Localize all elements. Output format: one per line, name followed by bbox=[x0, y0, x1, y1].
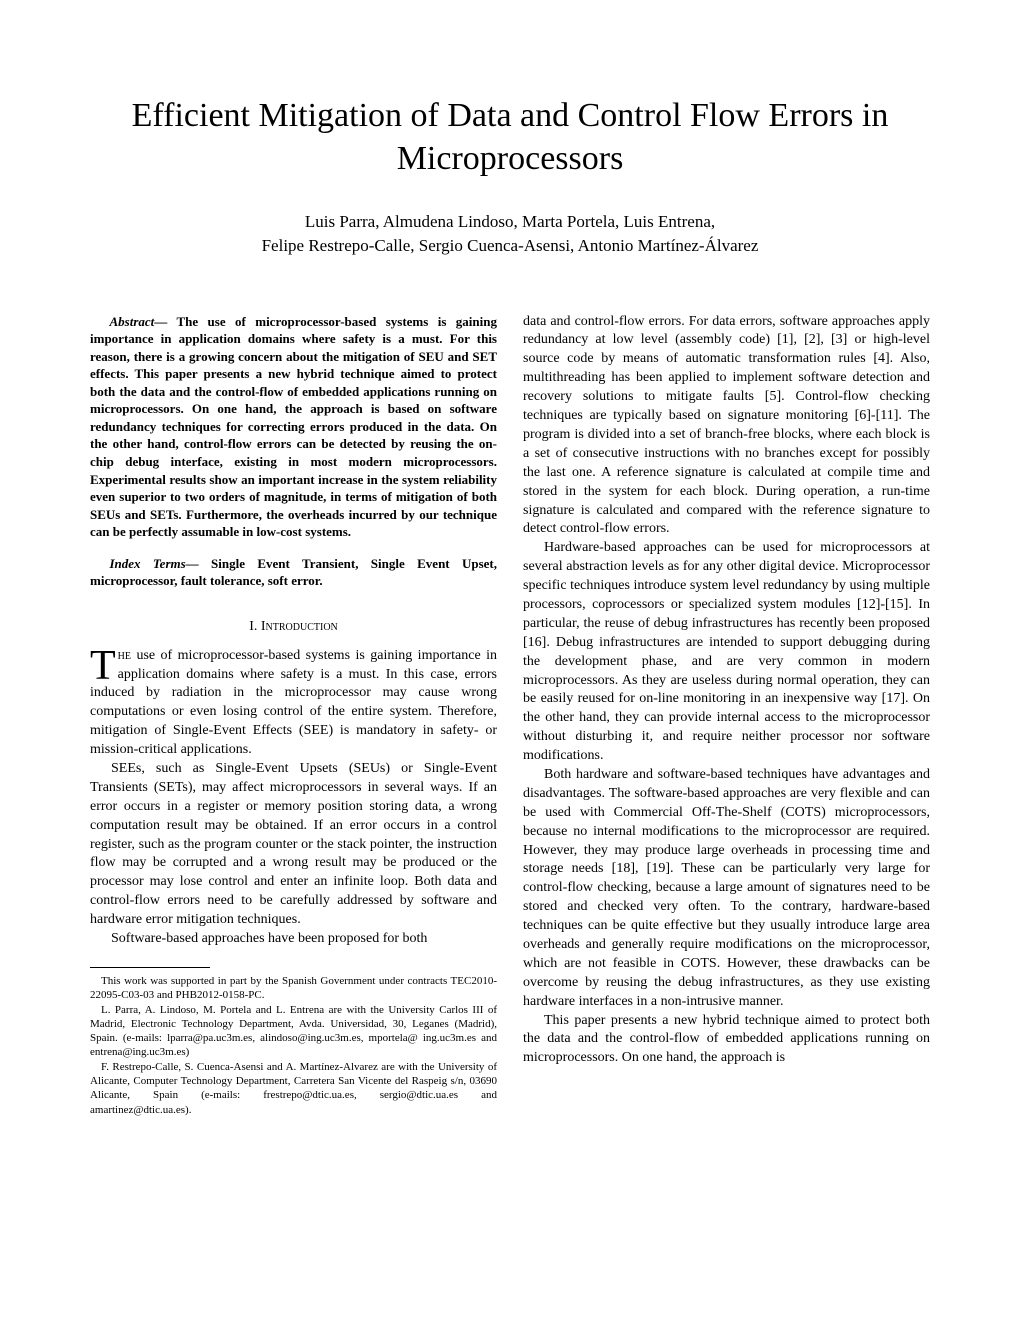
body-para-r2: Hardware-based approaches can be used fo… bbox=[523, 539, 930, 766]
paper-title: Efficient Mitigation of Data and Control… bbox=[90, 95, 930, 180]
abstract: Abstract— The use of microprocessor-base… bbox=[90, 313, 497, 541]
two-column-body: Abstract— The use of microprocessor-base… bbox=[90, 313, 930, 1117]
index-terms-sep: — bbox=[186, 556, 211, 571]
abstract-text: The use of microprocessor-based systems … bbox=[90, 314, 497, 540]
intro-para-3: Software-based approaches have been prop… bbox=[90, 930, 497, 949]
section-heading-introduction: I. Introduction bbox=[90, 618, 497, 637]
footnote-separator bbox=[90, 967, 210, 968]
abstract-sep: — bbox=[154, 314, 176, 329]
left-column: Abstract— The use of microprocessor-base… bbox=[90, 313, 497, 1117]
index-terms-label: Index Terms bbox=[110, 556, 186, 571]
authors-line-2: Felipe Restrepo-Calle, Sergio Cuenca-Ase… bbox=[90, 234, 930, 258]
body-para-r4: This paper presents a new hybrid techniq… bbox=[523, 1012, 930, 1069]
body-para-r3: Both hardware and software-based techniq… bbox=[523, 766, 930, 1012]
footnote-affiliation-1: L. Parra, A. Lindoso, M. Portela and L. … bbox=[90, 1003, 497, 1060]
abstract-label: Abstract bbox=[110, 314, 155, 329]
body-para-r1: data and control-flow errors. For data e… bbox=[523, 313, 930, 540]
footnote-funding: This work was supported in part by the S… bbox=[90, 974, 497, 1003]
dropcap-tail: he bbox=[118, 648, 131, 663]
authors: Luis Parra, Almudena Lindoso, Marta Port… bbox=[90, 210, 930, 258]
authors-line-1: Luis Parra, Almudena Lindoso, Marta Port… bbox=[90, 210, 930, 234]
intro-para-2: SEEs, such as Single-Event Upsets (SEUs)… bbox=[90, 760, 497, 930]
intro-para-1: The use of microprocessor-based systems … bbox=[90, 647, 497, 760]
intro-para-1-text: use of microprocessor-based systems is g… bbox=[90, 648, 497, 757]
dropcap: T bbox=[90, 647, 118, 685]
footnote-affiliation-2: F. Restrepo-Calle, S. Cuenca-Asensi and … bbox=[90, 1060, 497, 1117]
right-column: data and control-flow errors. For data e… bbox=[523, 313, 930, 1117]
index-terms: Index Terms— Single Event Transient, Sin… bbox=[90, 555, 497, 590]
